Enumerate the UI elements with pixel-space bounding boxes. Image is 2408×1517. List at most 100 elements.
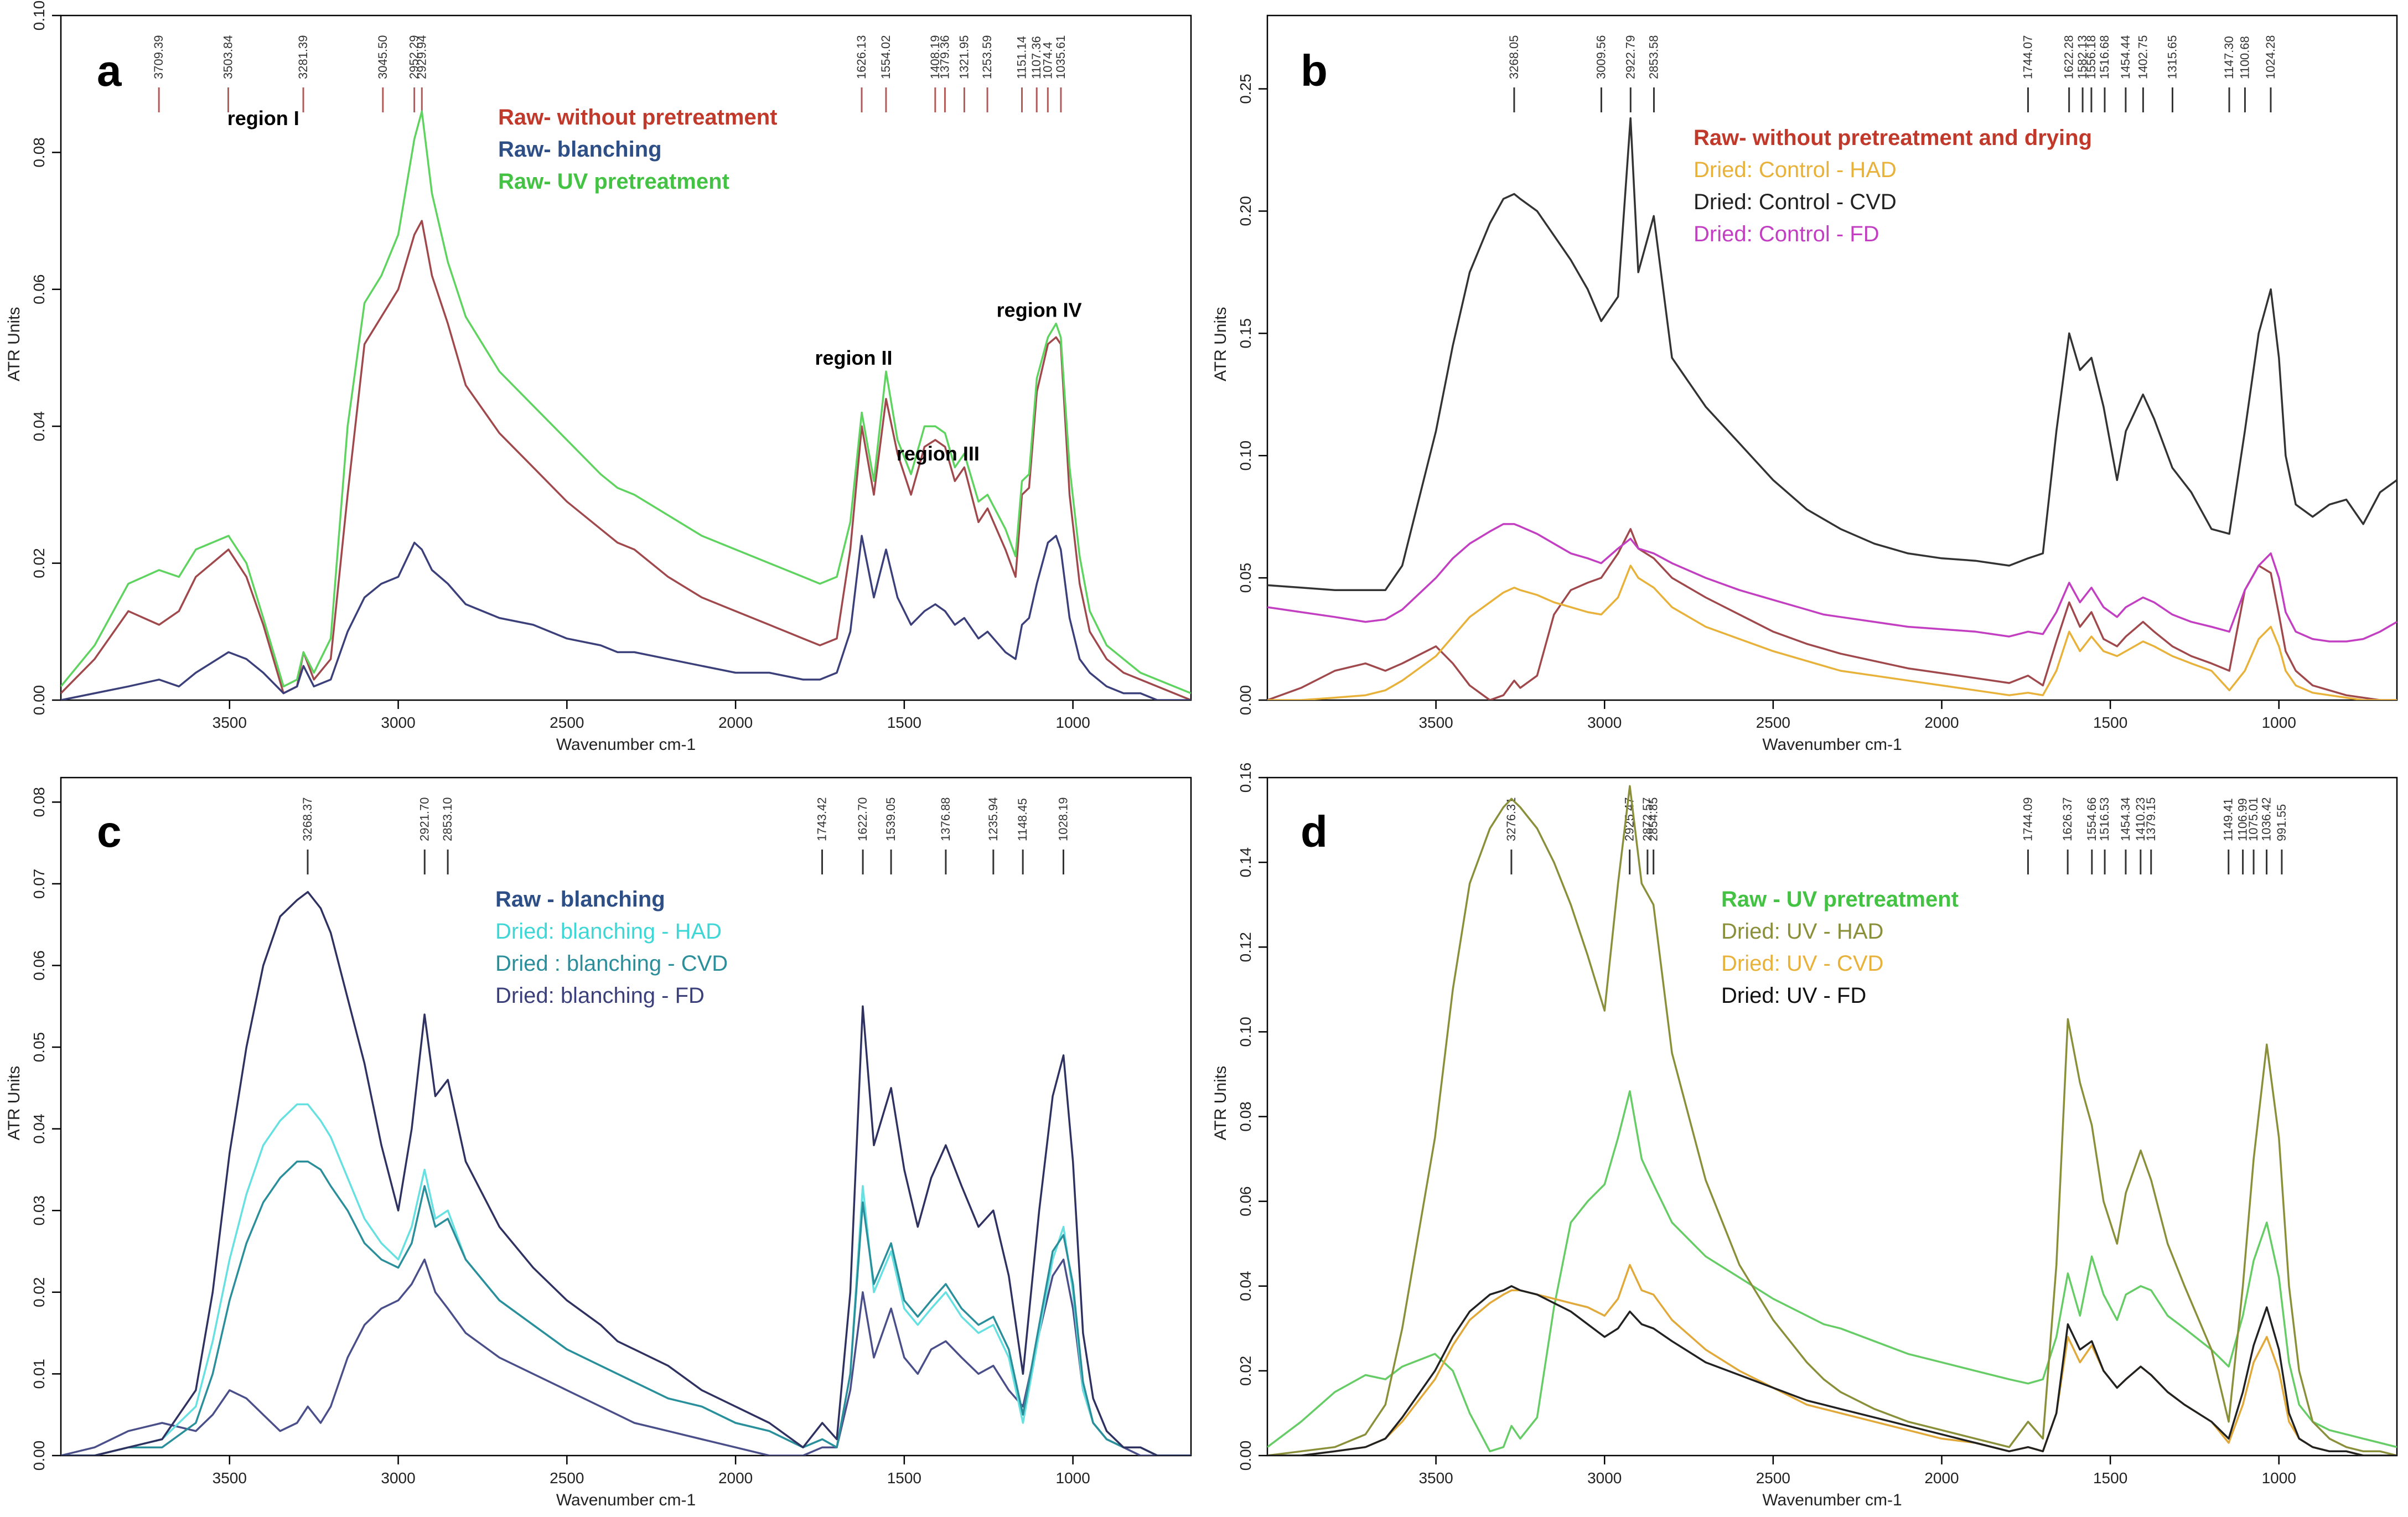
peak-label: 1539.05 [884, 797, 898, 841]
series-line [61, 1259, 1191, 1456]
panel-a: 3500 3000 2500 2000 1500 1000 Wavenumber cm-1 0… [5, 1, 1192, 754]
peak-label: 2853.10 [441, 797, 454, 841]
legend-entry: Dried: blanching - FD [495, 983, 705, 1008]
series-line [61, 110, 1191, 695]
panel-c: 3500 3000 2500 2000 1500 1000 Wavenumber cm-1 0… [5, 776, 1192, 1509]
x-axis-label: Wavenumber cm-1 [556, 1491, 696, 1509]
peak-label: 3709.39 [152, 35, 165, 79]
y-tick-label: 0.05 [1237, 563, 1254, 593]
region-annotation: region II [815, 346, 892, 369]
x-tick-label: 2500 [1756, 714, 1790, 731]
panel-b: 3500 3000 2500 2000 1500 1000 Wavenumber cm-1 0… [1211, 14, 2398, 754]
series-line [61, 1103, 1191, 1456]
series-line [61, 1160, 1191, 1456]
peak-label: 1100.68 [2238, 36, 2251, 79]
y-tick-label: 0.20 [1237, 196, 1254, 226]
y-tick-label: 0.00 [1237, 1441, 1254, 1471]
panel-letter: d [1301, 807, 1328, 856]
x-tick-label: 3500 [213, 714, 247, 731]
series-line [1267, 1285, 2397, 1456]
peak-label: 1454.44 [2119, 35, 2132, 79]
legend-entry: Raw- UV pretreatment [498, 169, 729, 194]
peak-label: 3268.37 [301, 797, 314, 841]
peak-label: 1622.28 [2062, 35, 2076, 79]
y-tick-label: 0.04 [30, 1114, 48, 1144]
x-tick-label: 1000 [2262, 714, 2296, 731]
x-tick-label: 1000 [1056, 714, 1090, 731]
y-tick-label: 0.00 [1237, 685, 1254, 716]
panel-letter: c [97, 807, 122, 856]
peak-label: 1454.34 [2119, 797, 2132, 841]
x-tick-label: 2000 [1924, 714, 1959, 731]
x-tick-label: 2500 [1756, 1469, 1790, 1487]
legend-entry: Dried: Control - HAD [1694, 158, 1897, 182]
peak-label: 1107.36 [1029, 36, 1043, 79]
x-tick-label: 3000 [1587, 1469, 1622, 1487]
x-tick-label: 3500 [1418, 1469, 1453, 1487]
y-tick-label: 0.08 [1237, 1101, 1254, 1132]
peak-label: 991.55 [2275, 804, 2288, 841]
peak-label: 1024.28 [2264, 35, 2277, 79]
x-tick-label: 3000 [1587, 714, 1622, 731]
x-tick-label: 3500 [213, 1469, 247, 1487]
peak-label: 1074.4 [1040, 42, 1054, 79]
peak-label: 2872.57 [1640, 797, 1654, 841]
x-tick-label: 1500 [2093, 1469, 2127, 1487]
y-tick-label: 0.04 [30, 411, 48, 442]
x-tick-label: 3000 [381, 714, 415, 731]
x-tick-label: 1000 [1056, 1469, 1090, 1487]
x-tick-label: 1000 [2262, 1469, 2296, 1487]
peak-label: 1402.75 [2136, 35, 2150, 79]
peak-label: 1626.13 [855, 35, 868, 79]
legend-entry: Dried: blanching - HAD [495, 919, 722, 944]
y-tick-label: 0.10 [1237, 441, 1254, 471]
y-tick-label: 0.02 [30, 548, 48, 578]
y-tick-label: 0.05 [30, 1032, 48, 1063]
series-line [1267, 565, 2397, 700]
peak-label: 1253.59 [980, 35, 994, 79]
peak-label: 2929.94 [415, 35, 428, 79]
peak-label: 1379.36 [938, 35, 951, 79]
y-tick-label: 0.01 [30, 1359, 48, 1389]
legend-entry: Dried: UV - HAD [1721, 919, 1883, 944]
peak-label: 3268.05 [1507, 35, 1521, 79]
series-line [1267, 1090, 2397, 1453]
peak-label: 1744.07 [2021, 35, 2034, 79]
peak-label: 1516.68 [2098, 35, 2111, 79]
legend-entry: Dried : blanching - CVD [495, 951, 728, 976]
peak-label: 2921.70 [417, 797, 431, 841]
peak-label: 1379.15 [2144, 797, 2158, 841]
peak-label: 3503.84 [221, 35, 235, 79]
y-tick-label: 0.02 [1237, 1356, 1254, 1386]
y-axis-label: ATR Units [5, 307, 23, 381]
x-axis-label: Wavenumber cm-1 [556, 736, 696, 754]
peak-label: 1410.23 [2133, 797, 2147, 841]
y-axis-label: ATR Units [5, 1066, 23, 1140]
peak-label: 1516.53 [2098, 797, 2111, 841]
peak-label: 1028.19 [1056, 797, 1070, 841]
y-axis-label: ATR Units [1211, 307, 1230, 381]
plot-frame [60, 776, 1192, 1457]
peak-label: 1408.19 [928, 35, 942, 79]
region-annotation: region IV [997, 298, 1082, 321]
peak-label: 1554.66 [2085, 797, 2099, 841]
region-annotation: region I [227, 107, 299, 130]
peak-label: 1743.42 [815, 797, 829, 841]
peak-label: 1035.61 [1054, 35, 1068, 79]
peak-label: 1556.18 [2084, 35, 2098, 79]
x-tick-label: 2000 [1924, 1469, 1959, 1487]
plot-frame [60, 14, 1192, 701]
legend-entry: Dried: UV - FD [1721, 983, 1866, 1008]
y-tick-label: 0.12 [1237, 932, 1254, 962]
peak-label: 1149.41 [2221, 798, 2235, 841]
x-tick-label: 1500 [2093, 714, 2127, 731]
series-line [1267, 1264, 2397, 1456]
y-tick-label: 0.08 [30, 137, 48, 168]
y-tick-label: 0.06 [30, 275, 48, 305]
region-annotation: region III [897, 442, 980, 465]
peak-label: 1036.42 [2260, 797, 2274, 841]
legend-entry: Raw- blanching [498, 137, 662, 162]
peak-label: 1554.02 [879, 35, 893, 79]
peak-label: 2952.29 [407, 35, 421, 79]
x-tick-label: 1500 [887, 714, 921, 731]
